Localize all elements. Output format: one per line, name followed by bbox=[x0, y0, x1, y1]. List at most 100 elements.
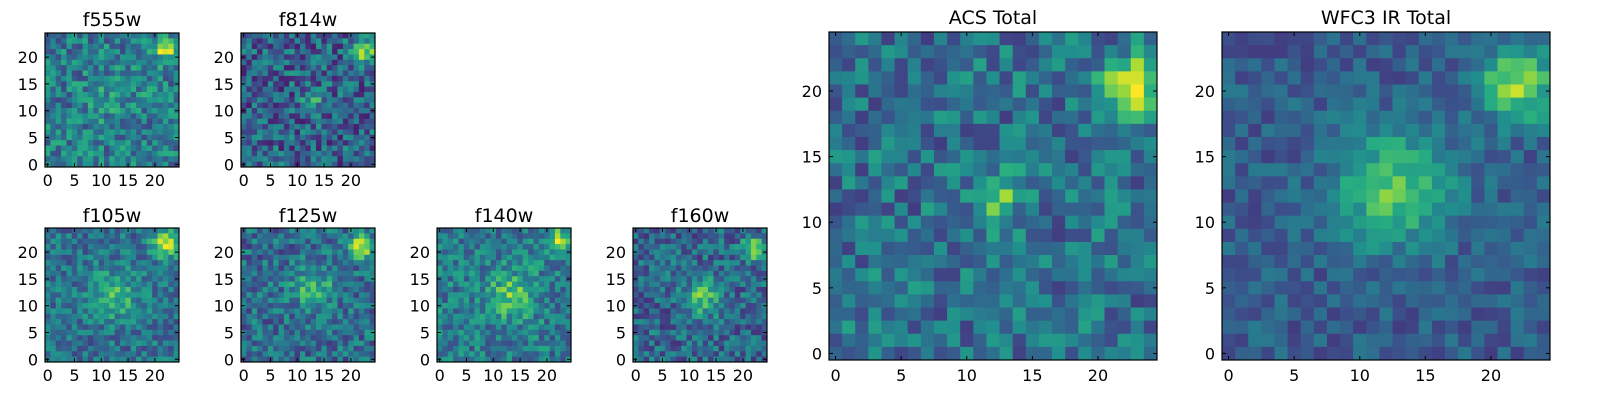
heatmap-cell bbox=[305, 91, 312, 98]
heatmap-cell bbox=[267, 244, 274, 250]
heatmap-cell bbox=[713, 265, 720, 272]
heatmap-cell bbox=[310, 228, 317, 234]
heatmap-cell bbox=[278, 134, 285, 141]
heatmap-cell bbox=[77, 108, 83, 114]
heatmap-cell bbox=[321, 345, 328, 352]
heatmap-cell bbox=[495, 356, 502, 363]
heatmap-cell bbox=[98, 43, 105, 50]
heatmap-cell bbox=[278, 49, 285, 55]
heatmap-cell bbox=[353, 156, 360, 163]
heatmap-cell bbox=[1012, 320, 1027, 335]
heatmap-cell bbox=[257, 38, 263, 45]
heatmap-cell bbox=[681, 351, 687, 358]
heatmap-cell bbox=[512, 319, 518, 325]
heatmap-cell bbox=[750, 270, 757, 277]
heatmap-cell bbox=[829, 294, 843, 308]
heatmap-cell bbox=[686, 270, 693, 277]
heatmap-cell bbox=[501, 308, 508, 315]
heatmap-cell bbox=[549, 351, 556, 358]
heatmap-cell bbox=[141, 91, 148, 98]
heatmap-cell bbox=[77, 265, 83, 272]
heatmap-cell bbox=[528, 260, 534, 266]
heatmap-cell bbox=[528, 265, 534, 272]
heatmap-cell bbox=[501, 244, 508, 250]
y-tick-label: 15 bbox=[214, 270, 234, 289]
heatmap-cell bbox=[289, 156, 295, 163]
heatmap-cell bbox=[130, 238, 137, 245]
heatmap-cell bbox=[740, 265, 746, 272]
heatmap-cell bbox=[130, 86, 137, 93]
heatmap-cell bbox=[697, 265, 704, 272]
heatmap-cell bbox=[1248, 123, 1262, 138]
heatmap-cell bbox=[342, 113, 349, 120]
heatmap-cell bbox=[71, 54, 78, 61]
heatmap-cell bbox=[332, 140, 338, 146]
heatmap-cell bbox=[289, 281, 295, 288]
heatmap-cell bbox=[907, 333, 922, 348]
heatmap-cell bbox=[125, 38, 132, 45]
heatmap-cell bbox=[364, 43, 371, 50]
heatmap-cell bbox=[103, 38, 110, 45]
heatmap-cell bbox=[528, 244, 534, 250]
heatmap-cell bbox=[1117, 84, 1132, 98]
heatmap-cell bbox=[299, 161, 306, 168]
heatmap-cell bbox=[103, 286, 110, 293]
heatmap-cell bbox=[98, 156, 105, 163]
heatmap-cell bbox=[947, 71, 961, 85]
heatmap-cell bbox=[299, 91, 306, 98]
heatmap-cell bbox=[1392, 32, 1407, 46]
heatmap-cell bbox=[316, 238, 322, 245]
heatmap-cell bbox=[1117, 228, 1132, 243]
heatmap-cell bbox=[358, 33, 365, 39]
heatmap-cell bbox=[251, 113, 258, 120]
heatmap-cell bbox=[1261, 32, 1275, 46]
heatmap-cell bbox=[453, 254, 459, 261]
heatmap-cell bbox=[353, 292, 360, 299]
heatmap-cell bbox=[734, 313, 741, 320]
heatmap-cell bbox=[294, 86, 301, 93]
heatmap-cell bbox=[316, 281, 322, 288]
heatmap-cell bbox=[554, 356, 561, 363]
heatmap-cell bbox=[756, 281, 763, 288]
heatmap-cell bbox=[474, 303, 481, 309]
heatmap-cell bbox=[973, 150, 987, 164]
heatmap-cell bbox=[686, 265, 693, 272]
heatmap-cell bbox=[756, 249, 763, 256]
heatmap-cell bbox=[326, 244, 333, 250]
heatmap-cell bbox=[82, 102, 89, 109]
heatmap-cell bbox=[702, 254, 709, 261]
heatmap-cell bbox=[348, 38, 354, 45]
heatmap-cell bbox=[55, 329, 62, 336]
heatmap-cell bbox=[77, 270, 83, 277]
heatmap-cell bbox=[702, 329, 709, 336]
heatmap-cell bbox=[364, 91, 371, 98]
heatmap-cell bbox=[1261, 150, 1275, 164]
heatmap-cell bbox=[369, 286, 376, 293]
heatmap-cell bbox=[305, 49, 312, 55]
heatmap-cell bbox=[310, 145, 317, 152]
heatmap-cell bbox=[93, 276, 99, 282]
heatmap-cell bbox=[734, 356, 741, 363]
heatmap-cell bbox=[686, 345, 693, 352]
heatmap-cell bbox=[310, 161, 317, 168]
heatmap-cell bbox=[1012, 32, 1027, 46]
heatmap-cell bbox=[353, 134, 360, 141]
heatmap-cell bbox=[1379, 71, 1393, 85]
heatmap-cell bbox=[1248, 58, 1262, 72]
x-tick-label: 10 bbox=[91, 366, 111, 385]
heatmap-cell bbox=[1379, 202, 1393, 217]
heatmap-cell bbox=[109, 228, 116, 234]
heatmap-cell bbox=[50, 113, 57, 120]
heatmap-cell bbox=[125, 150, 132, 157]
heatmap-cell bbox=[141, 254, 148, 261]
heatmap-cell bbox=[77, 286, 83, 293]
heatmap-cell bbox=[442, 356, 449, 363]
heatmap-cell bbox=[262, 49, 269, 55]
heatmap-cell bbox=[485, 238, 491, 245]
heatmap-cell bbox=[654, 270, 661, 277]
heatmap-cell bbox=[316, 75, 322, 82]
heatmap-cell bbox=[152, 118, 158, 125]
heatmap-cell bbox=[257, 118, 263, 125]
heatmap-cell bbox=[643, 276, 650, 282]
heatmap-cell bbox=[157, 102, 164, 109]
